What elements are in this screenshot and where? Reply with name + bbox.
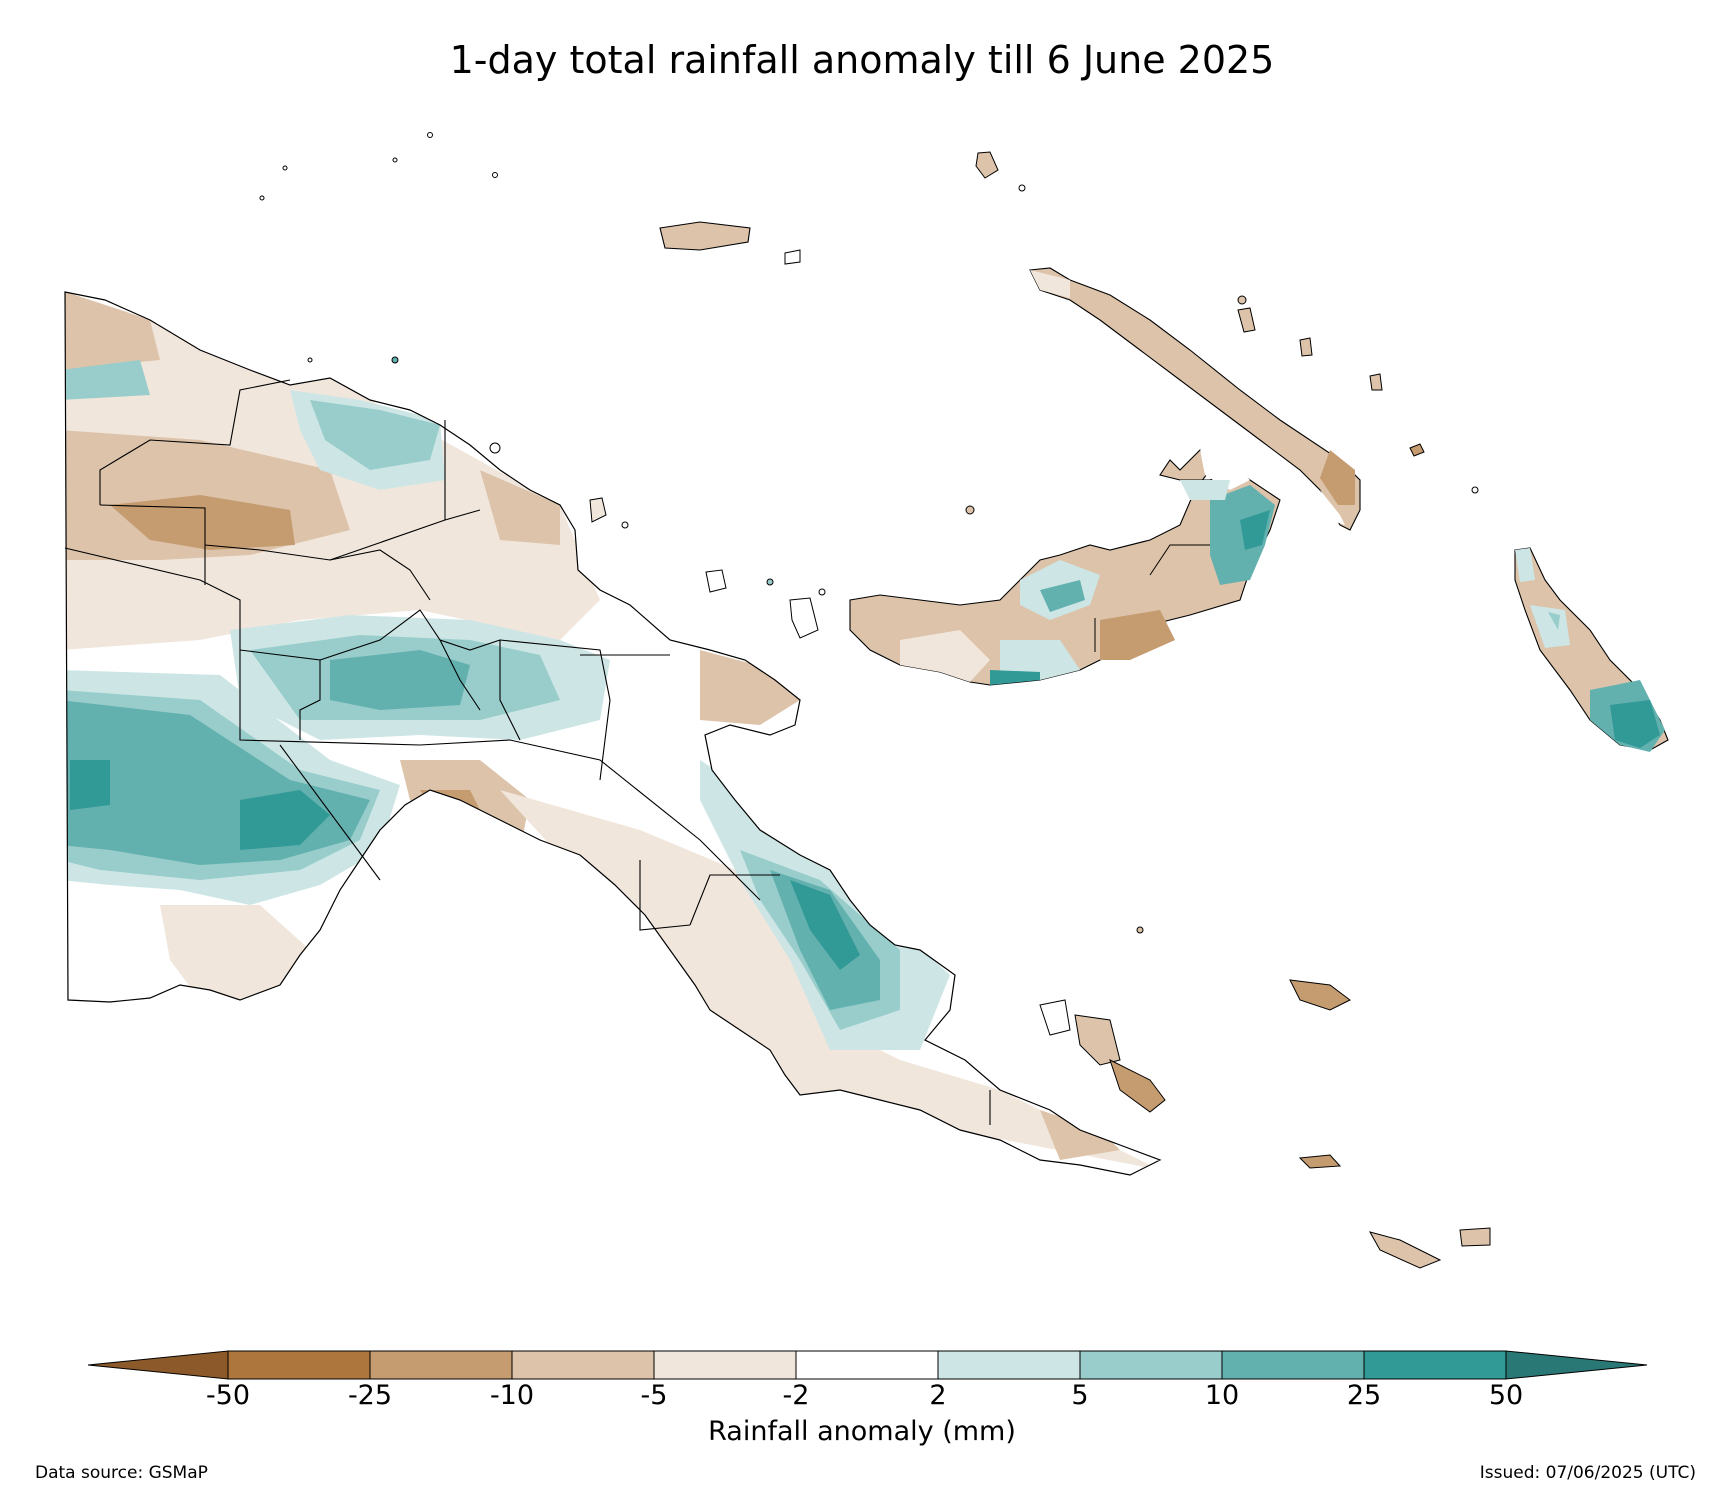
anom-hl-wet3: [330, 650, 470, 710]
data-source: Data source: GSMaP: [35, 1463, 208, 1483]
anom-ec-wet4: [790, 880, 860, 970]
milne-bay-islands: [1039, 926, 1491, 1269]
mainland-outline: [64, 291, 1162, 1176]
colorbar-tick-label: 5: [1071, 1380, 1089, 1411]
colorbar-bin: [1221, 1350, 1365, 1380]
colorbar-bin: [511, 1350, 655, 1380]
colorbar-extend-high: [1505, 1350, 1648, 1380]
manus-island: [659, 221, 801, 265]
colorbar-bin: [1363, 1350, 1507, 1380]
anom-huon-dry: [700, 650, 800, 725]
colorbar: [87, 1350, 1648, 1380]
colorbar-tick-label: -25: [347, 1380, 393, 1411]
colorbar-bin: [369, 1350, 513, 1380]
anom-central-light: [500, 790, 1160, 1170]
new-britain: [849, 449, 1281, 686]
colorbar-tick-label: 2: [929, 1380, 947, 1411]
anom-se-dry: [1040, 1110, 1120, 1160]
bougainville: [1514, 547, 1669, 752]
anom-nw-medium: [65, 292, 560, 560]
colorbar-bin: [653, 1350, 797, 1380]
colorbar-tick-label: 10: [1204, 1380, 1240, 1411]
colorbar-tick-label: -10: [489, 1380, 535, 1411]
colorbar-tick-label: 25: [1346, 1380, 1382, 1411]
new-ireland: [1029, 267, 1361, 531]
colorbar-tick-label: -5: [640, 1380, 668, 1411]
colorbar-tick-label: -50: [205, 1380, 251, 1411]
colorbar-caption: Rainfall anomaly (mm): [708, 1416, 1016, 1447]
mainland-png: [64, 291, 1162, 1176]
small-islands-north: [259, 132, 1479, 639]
colorbar-bin: [1079, 1350, 1223, 1380]
anom-sw-wet4: [70, 760, 330, 850]
map-title: 1-day total rainfall anomaly till 6 June…: [449, 38, 1275, 82]
colorbar-bin: [227, 1350, 371, 1380]
anom-fly-dry: [160, 905, 310, 1000]
anom-nw-wet: [65, 360, 150, 400]
colorbar-tick-label: -2: [782, 1380, 810, 1411]
province-borders: [64, 379, 991, 1125]
colorbar-tick-label: 50: [1488, 1380, 1524, 1411]
colorbar-bin: [937, 1350, 1081, 1380]
colorbar-extend-low: [87, 1350, 229, 1380]
issued-date: Issued: 07/06/2025 (UTC): [1479, 1463, 1696, 1483]
colorbar-bin: [795, 1350, 939, 1380]
anom-nc-wet2: [310, 400, 440, 470]
anom-nw-strong: [110, 495, 295, 550]
